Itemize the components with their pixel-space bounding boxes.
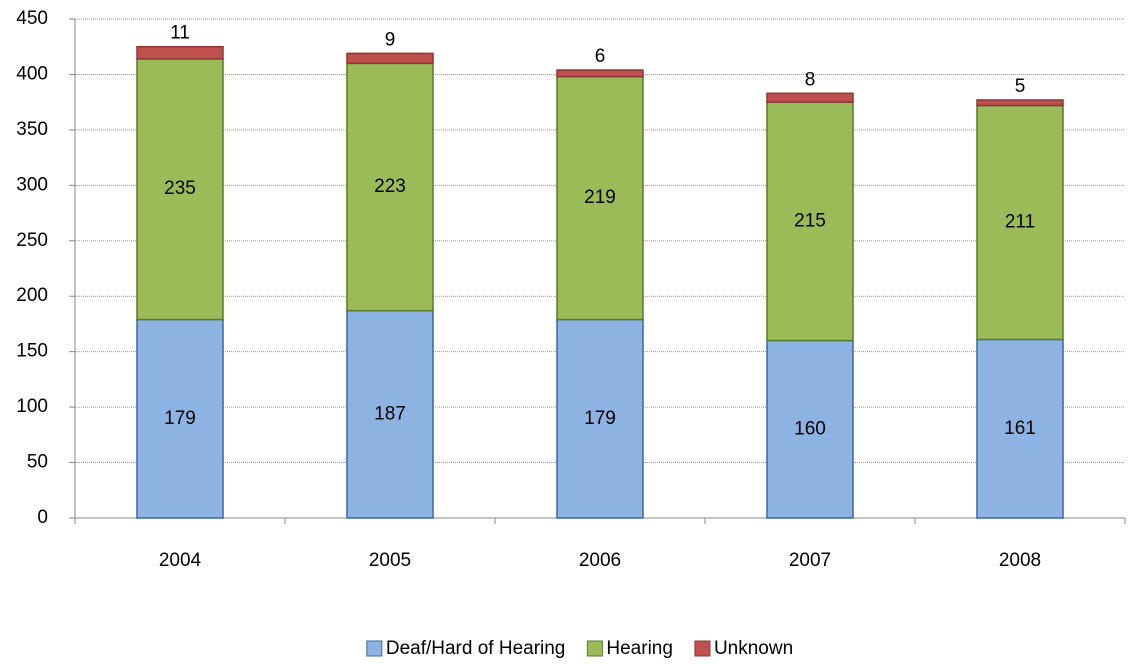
y-tick-label: 450: [16, 8, 48, 29]
data-label: 160: [794, 418, 826, 439]
data-label: 223: [374, 176, 406, 197]
bar-segment: [556, 69, 644, 78]
legend-label: Unknown: [714, 638, 793, 659]
data-label: 235: [164, 178, 196, 199]
bar-segment: [976, 338, 1064, 519]
y-tick-label: 0: [37, 507, 48, 528]
x-tick-label: 2006: [579, 550, 621, 571]
bar-segment: [766, 339, 854, 519]
x-tick-label: 2004: [159, 550, 202, 571]
x-tick-label: 2007: [789, 550, 831, 571]
data-label: 179: [584, 408, 616, 429]
legend-swatch: [366, 640, 383, 657]
bar-segment: [556, 75, 644, 321]
legend-label: Deaf/Hard of Hearing: [386, 638, 566, 659]
x-tick-label: 2005: [369, 550, 411, 571]
data-label: 187: [374, 403, 406, 424]
data-label: 211: [1005, 211, 1035, 232]
bar-segment: [976, 104, 1064, 341]
bar-segment: [766, 101, 854, 342]
data-label: 5: [1015, 76, 1026, 97]
y-tick-label: 150: [16, 341, 48, 362]
bar-segment: [976, 99, 1064, 107]
y-tick-label: 300: [16, 174, 48, 195]
bar-segment: [346, 62, 434, 312]
y-tick-label: 100: [16, 396, 48, 417]
bar-segment: [136, 45, 224, 60]
data-label: 6: [595, 46, 606, 67]
y-tick-label: 50: [27, 452, 48, 473]
bar-segment: [136, 318, 224, 519]
data-label: 219: [584, 187, 616, 208]
bar-segment: [136, 58, 224, 321]
y-tick-label: 350: [16, 119, 48, 140]
data-label: 179: [164, 408, 196, 429]
data-label: 215: [794, 210, 826, 231]
legend-swatch: [694, 640, 711, 657]
data-label: 8: [805, 69, 816, 90]
bar-segment: [346, 309, 434, 519]
bar-segment: [556, 318, 644, 519]
data-label: 161: [1004, 418, 1036, 439]
bar-segment: [346, 52, 434, 65]
bar-segment: [766, 92, 854, 103]
y-tick-label: 250: [16, 230, 48, 251]
y-tick-label: 200: [16, 285, 48, 306]
data-label: 9: [385, 29, 396, 50]
data-label: 11: [170, 23, 190, 44]
legend-swatch: [586, 640, 603, 657]
x-tick-label: 2008: [999, 550, 1041, 571]
legend-label: Hearing: [606, 638, 673, 659]
y-tick-label: 400: [16, 63, 48, 84]
